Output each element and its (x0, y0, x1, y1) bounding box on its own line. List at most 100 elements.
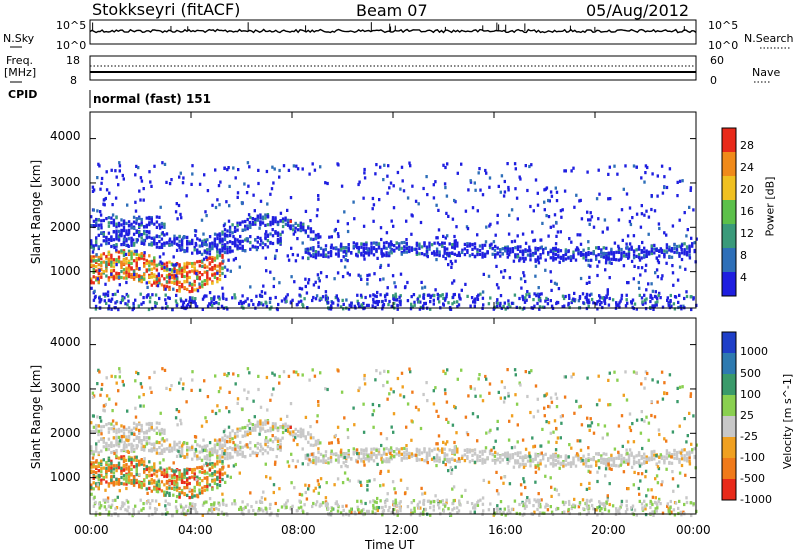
velocity-cell (105, 460, 108, 465)
velocity-cell (145, 467, 148, 472)
power-cell (311, 298, 314, 303)
velocity-cell (203, 455, 206, 459)
power-cell (125, 267, 128, 272)
velocity-cell (675, 453, 679, 457)
power-cell (107, 224, 111, 228)
velocity-cell (145, 422, 148, 426)
velocity-cell (387, 460, 391, 464)
velocity-cell (107, 463, 111, 467)
velocity-cell (301, 447, 304, 451)
velocity-cell (260, 496, 264, 500)
power-cell (175, 293, 178, 297)
velocity-cell (221, 455, 224, 459)
velocity-cell (178, 495, 181, 499)
power-cell (155, 274, 159, 278)
power-cell (450, 262, 454, 266)
power-cell (643, 250, 646, 254)
velocity-cell (438, 459, 441, 464)
power-cell (620, 253, 623, 257)
power-cell (534, 178, 538, 182)
power-cell (92, 264, 95, 268)
velocity-cell (153, 472, 156, 476)
velocity-cell (118, 367, 121, 371)
power-cell (99, 213, 103, 217)
power-cell (570, 300, 573, 305)
power-cell (542, 251, 545, 255)
power-cell (286, 220, 290, 224)
power-cell (95, 217, 98, 222)
power-cell (336, 297, 340, 301)
power-cell (372, 219, 375, 223)
power-cell (239, 246, 242, 250)
power-cell (188, 270, 191, 274)
power-cell (216, 248, 219, 252)
power-cell (471, 206, 475, 210)
power-cell (692, 296, 695, 300)
power-cell (631, 298, 635, 302)
power-cell (598, 303, 602, 307)
velocity-cell (216, 460, 219, 464)
power-cell (160, 274, 164, 278)
velocity-cell (668, 451, 671, 455)
power-cell (519, 177, 522, 181)
power-cell (534, 259, 537, 263)
velocity-cell (216, 404, 219, 408)
velocity-cell (683, 448, 686, 452)
power-cell (543, 188, 546, 192)
velocity-cell (678, 450, 681, 454)
power-cell (216, 254, 219, 258)
power-cell (127, 269, 131, 273)
power-cell (135, 252, 138, 256)
power-cell (221, 246, 224, 250)
xaxis-label: Time UT (365, 538, 415, 552)
power-cell (379, 263, 383, 268)
velocity-cell (319, 477, 323, 481)
velocity-cell (373, 478, 376, 482)
power-cell (445, 295, 448, 299)
velocity-cell (478, 454, 482, 459)
velocity-cell (317, 459, 320, 463)
power-cell (357, 245, 360, 250)
power-cell (241, 294, 244, 298)
power-cell (433, 253, 436, 257)
power-cell (445, 211, 448, 215)
power-cell (292, 228, 295, 232)
velocity-cell (468, 448, 472, 452)
power-cell (135, 264, 138, 268)
power-cell (650, 194, 653, 198)
power-cell (170, 280, 174, 284)
power-cell (548, 199, 551, 203)
power-cell (508, 276, 512, 280)
velocity-cell (570, 375, 573, 379)
power-cell (360, 253, 363, 257)
power-cell (603, 296, 607, 300)
power-cell (202, 232, 205, 236)
power-cell (155, 245, 159, 249)
power-cell (208, 235, 212, 239)
power-cell (525, 298, 528, 302)
power-cell (573, 205, 576, 209)
power-cell (211, 203, 214, 207)
power-cell (312, 230, 315, 234)
velocity-cell (337, 459, 340, 463)
power-cell (206, 274, 209, 278)
power-cell (183, 249, 186, 253)
power-cell (153, 236, 156, 240)
velocity-cell (403, 456, 406, 460)
velocity-cell (228, 452, 232, 456)
power-cell (534, 246, 537, 250)
power-cell (216, 243, 219, 247)
velocity-cell (600, 454, 603, 458)
power-cell (552, 255, 555, 259)
velocity-cell (624, 370, 627, 374)
power-cell (179, 248, 182, 252)
power-cell (460, 250, 464, 254)
power-cell (180, 274, 184, 278)
velocity-cell (115, 381, 118, 385)
power-cell (691, 242, 694, 246)
power-cell (212, 296, 216, 300)
velocity-cell (284, 424, 287, 428)
power-cell (355, 252, 358, 256)
power-cell (403, 286, 407, 290)
power-cell (271, 216, 275, 220)
